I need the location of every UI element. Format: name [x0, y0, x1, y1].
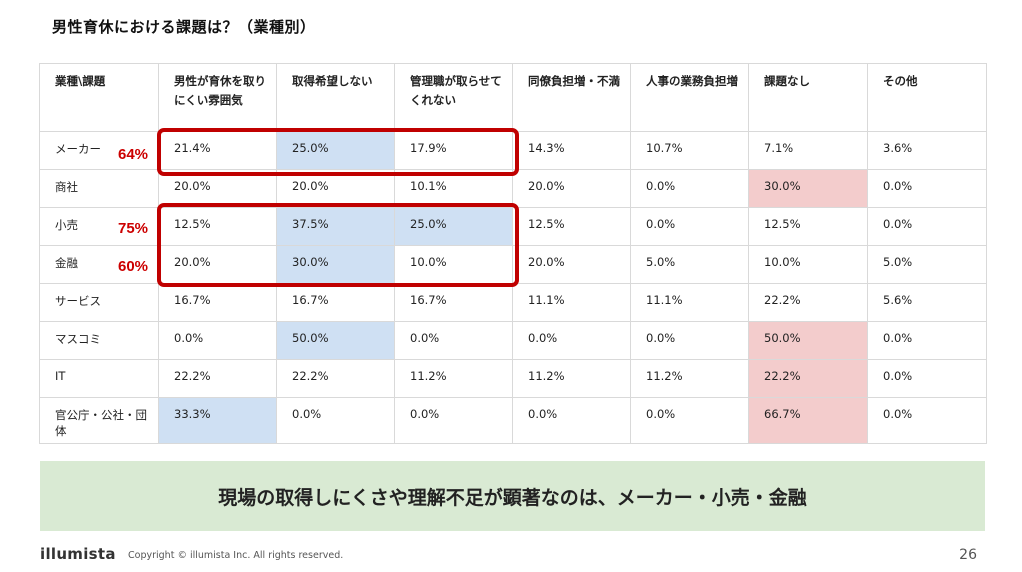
- row-label: IT: [39, 359, 159, 398]
- table-cell: 11.1%: [512, 283, 631, 322]
- table-cell: 3.6%: [867, 131, 987, 170]
- table-cell: 0.0%: [867, 397, 987, 444]
- table-cell: 11.2%: [512, 359, 631, 398]
- conclusion-banner: 現場の取得しにくさや理解不足が顕著なのは、メーカー・小売・金融: [40, 461, 985, 531]
- table-cell: 11.2%: [630, 359, 749, 398]
- table-cell: 16.7%: [276, 283, 395, 322]
- column-header: 管理職が取らせてくれない: [394, 63, 513, 132]
- table-cell: 17.9%: [394, 131, 513, 170]
- table-cell: 30.0%: [276, 245, 395, 284]
- table-cell: 21.4%: [158, 131, 277, 170]
- table-row: マスコミ 0.0% 50.0% 0.0% 0.0% 0.0% 50.0% 0.0…: [39, 321, 987, 360]
- table-row: メーカー 21.4% 25.0% 17.9% 14.3% 10.7% 7.1% …: [39, 131, 987, 170]
- table-row: IT 22.2% 22.2% 11.2% 11.2% 11.2% 22.2% 0…: [39, 359, 987, 398]
- table-cell: 20.0%: [512, 245, 631, 284]
- table-cell: 30.0%: [748, 169, 868, 208]
- table-cell: 11.1%: [630, 283, 749, 322]
- table-cell: 22.2%: [748, 283, 868, 322]
- row-label: 官公庁・公社・団体: [39, 397, 159, 444]
- table-cell: 5.0%: [630, 245, 749, 284]
- table-cell: 0.0%: [512, 397, 631, 444]
- row-label: 金融: [39, 245, 159, 284]
- table-cell: 0.0%: [867, 169, 987, 208]
- table-cell: 50.0%: [276, 321, 395, 360]
- table-cell: 0.0%: [630, 321, 749, 360]
- table-cell: 20.0%: [512, 169, 631, 208]
- table-cell: 0.0%: [867, 321, 987, 360]
- table-cell: 12.5%: [512, 207, 631, 246]
- table-cell: 5.6%: [867, 283, 987, 322]
- table-cell: 10.0%: [394, 245, 513, 284]
- column-header: 男性が育休を取りにくい雰囲気: [158, 63, 277, 132]
- table-cell: 0.0%: [630, 207, 749, 246]
- table-cell: 0.0%: [630, 397, 749, 444]
- table-cell: 22.2%: [748, 359, 868, 398]
- highlight-box-maker: [157, 128, 519, 176]
- table-cell: 0.0%: [394, 321, 513, 360]
- table-cell: 0.0%: [867, 207, 987, 246]
- table-row: 官公庁・公社・団体 33.3% 0.0% 0.0% 0.0% 0.0% 66.7…: [39, 397, 987, 444]
- table-cell: 0.0%: [630, 169, 749, 208]
- column-header: 課題なし: [748, 63, 868, 132]
- table-cell: 22.2%: [276, 359, 395, 398]
- page-number: 26: [959, 547, 977, 563]
- table-cell: 50.0%: [748, 321, 868, 360]
- column-header: 人事の業務負担増: [630, 63, 749, 132]
- table-cell: 10.7%: [630, 131, 749, 170]
- table-row: 商社 20.0% 20.0% 10.1% 20.0% 0.0% 30.0% 0.…: [39, 169, 987, 208]
- column-header: 取得希望しない: [276, 63, 395, 132]
- annotation-retail: 75%: [118, 220, 149, 237]
- table-cell: 5.0%: [867, 245, 987, 284]
- table-cell: 0.0%: [394, 397, 513, 444]
- table-cell: 22.2%: [158, 359, 277, 398]
- table-cell: 0.0%: [867, 359, 987, 398]
- table-cell: 33.3%: [158, 397, 277, 444]
- row-label: 商社: [39, 169, 159, 208]
- table-cell: 12.5%: [158, 207, 277, 246]
- column-header: 同僚負担増・不満: [512, 63, 631, 132]
- column-header: その他: [867, 63, 987, 132]
- issues-table-wrapper: 業種\課題 男性が育休を取りにくい雰囲気 取得希望しない 管理職が取らせてくれな…: [39, 63, 987, 449]
- issues-by-industry-table: 業種\課題 男性が育休を取りにくい雰囲気 取得希望しない 管理職が取らせてくれな…: [39, 63, 987, 444]
- table-cell: 25.0%: [276, 131, 395, 170]
- conclusion-text: 現場の取得しにくさや理解不足が顕著なのは、メーカー・小売・金融: [218, 486, 807, 509]
- table-cell: 0.0%: [158, 321, 277, 360]
- page-title: 男性育休における課題は？（業種別）: [52, 18, 316, 36]
- table-header-row: 業種\課題 男性が育休を取りにくい雰囲気 取得希望しない 管理職が取らせてくれな…: [39, 63, 987, 132]
- table-row: 小売 12.5% 37.5% 25.0% 12.5% 0.0% 12.5% 0.…: [39, 207, 987, 246]
- copyright: Copyright © illumista Inc. All rights re…: [128, 550, 344, 561]
- annotation-maker: 64%: [118, 146, 149, 163]
- table-cell: 0.0%: [512, 321, 631, 360]
- highlight-box-retail-finance: [157, 203, 519, 287]
- row-label: サービス: [39, 283, 159, 322]
- table-cell: 14.3%: [512, 131, 631, 170]
- table-cell: 66.7%: [748, 397, 868, 444]
- table-cell: 16.7%: [158, 283, 277, 322]
- table-cell: 16.7%: [394, 283, 513, 322]
- row-label: マスコミ: [39, 321, 159, 360]
- table-cell: 0.0%: [276, 397, 395, 444]
- column-header: 業種\課題: [39, 63, 159, 132]
- table-cell: 10.0%: [748, 245, 868, 284]
- table-row: サービス 16.7% 16.7% 16.7% 11.1% 11.1% 22.2%…: [39, 283, 987, 322]
- table-cell: 12.5%: [748, 207, 868, 246]
- table-cell: 7.1%: [748, 131, 868, 170]
- table-cell: 11.2%: [394, 359, 513, 398]
- annotation-finance: 60%: [118, 258, 149, 275]
- logo: illumista: [40, 545, 116, 563]
